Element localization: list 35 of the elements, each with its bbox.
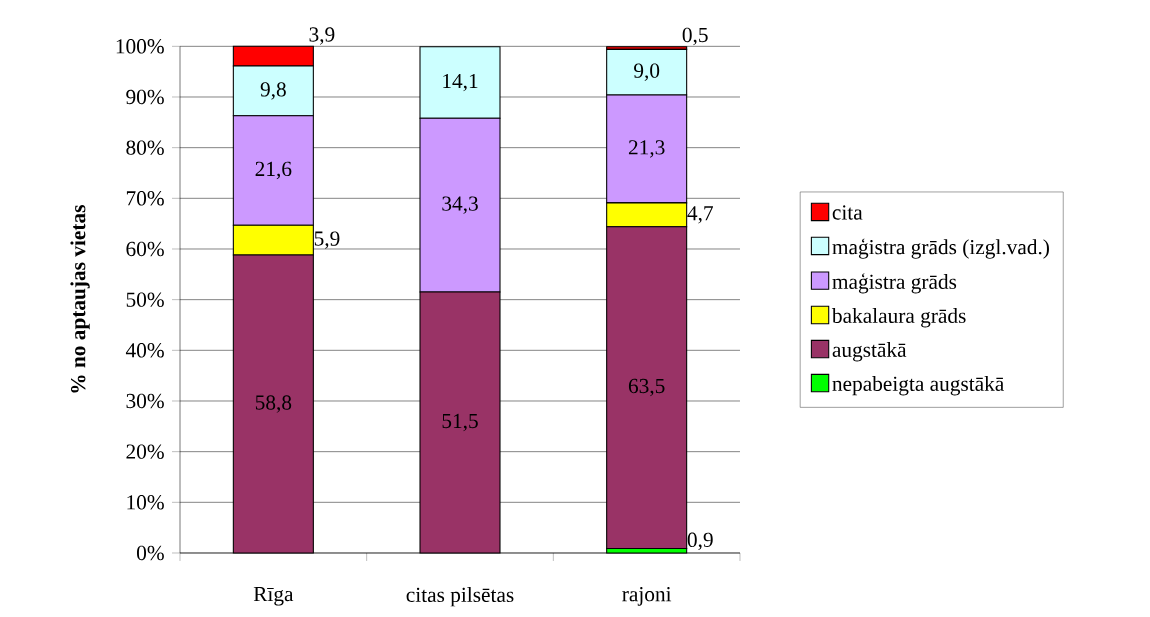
data-label: 0,5	[682, 27, 708, 46]
y-axis-title: % no aptaujas vietas	[70, 205, 90, 393]
y-tick-label: 40%	[125, 343, 164, 358]
data-label: 9,8	[260, 82, 286, 100]
y-tick-label: 0%	[137, 545, 164, 561]
y-tick-label: 60%	[126, 241, 164, 257]
y-tick-label: 20%	[126, 444, 164, 459]
data-label: 4,7	[687, 206, 713, 224]
legend-label: augstākā	[832, 342, 907, 362]
data-label: 58,8	[255, 395, 292, 413]
data-label: 14,1	[443, 73, 478, 92]
y-tick-label: 70%	[126, 191, 164, 206]
legend-label: bakalaura grāds	[831, 308, 966, 328]
legend-label: cita	[832, 205, 863, 220]
legend-label: maģistra grāds	[832, 273, 957, 294]
y-tick-label: 10%	[127, 495, 164, 510]
data-label: 63,5	[628, 378, 665, 397]
data-label: 9,0	[634, 63, 660, 81]
data-label: 21,3	[628, 140, 665, 158]
data-label: 0,9	[687, 532, 713, 551]
data-label: 51,5	[442, 413, 478, 432]
x-tick-label: rajoni	[622, 587, 672, 606]
y-tick-label: 50%	[126, 292, 164, 307]
x-tick-label: citas pilsētas	[406, 587, 514, 607]
data-label: 3,9	[309, 27, 335, 45]
data-label: 34,3	[442, 196, 478, 214]
y-tick-label: 100%	[116, 39, 164, 54]
y-tick-label: 90%	[126, 89, 164, 105]
y-tick-label: 30%	[126, 393, 164, 409]
data-label: 21,6	[255, 161, 292, 180]
legend-label: nepabeigta augstākā	[832, 376, 1004, 396]
data-label: 5,9	[314, 231, 340, 249]
x-tick-label: Rīga	[253, 587, 294, 606]
legend-label: maģistra grāds (izgl.vad.)	[832, 238, 1049, 259]
y-tick-label: 80%	[126, 140, 164, 155]
